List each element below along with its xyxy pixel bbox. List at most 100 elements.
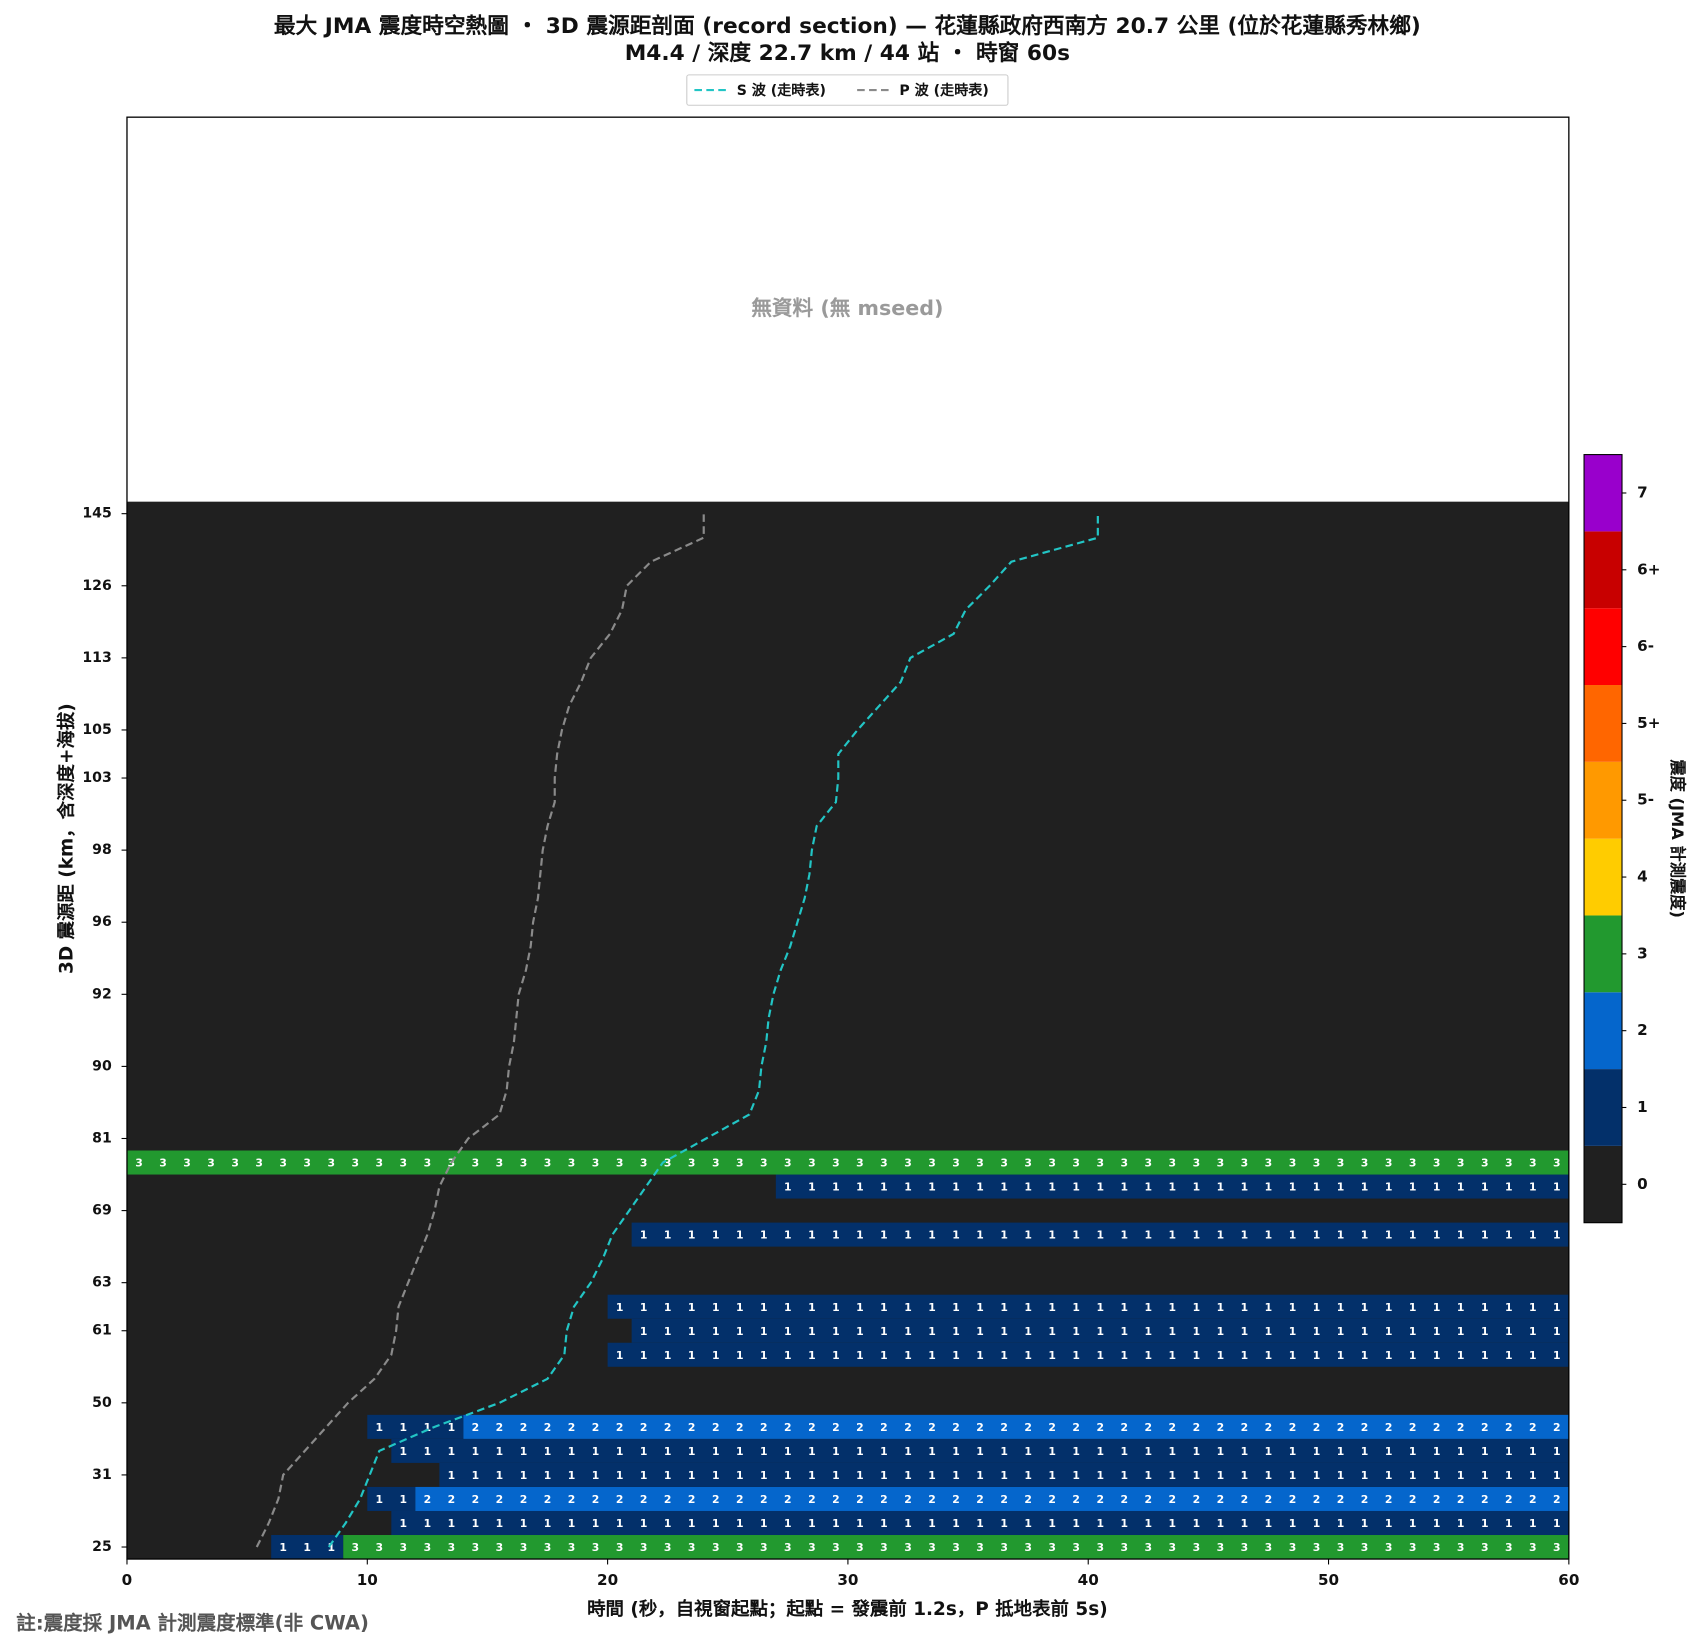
cell-label: 2 <box>496 1421 504 1434</box>
cell-label: 3 <box>279 1157 287 1170</box>
cell-label: 1 <box>928 1229 936 1242</box>
colorbar-tick-label: 0 <box>1637 1175 1648 1193</box>
cell-label: 1 <box>784 1181 792 1194</box>
cell-label: 3 <box>928 1157 936 1170</box>
cell-label: 2 <box>952 1493 960 1506</box>
cell-label: 1 <box>1169 1469 1177 1482</box>
cell-label: 1 <box>1505 1445 1513 1458</box>
cell-label: 2 <box>1096 1493 1104 1506</box>
cell-label: 1 <box>1024 1325 1032 1338</box>
cell-label: 1 <box>1361 1469 1369 1482</box>
cell-label: 3 <box>135 1157 143 1170</box>
cell-label: 1 <box>1217 1181 1225 1194</box>
cell-label: 1 <box>1241 1181 1249 1194</box>
cell-label: 1 <box>1313 1469 1321 1482</box>
cell-label: 1 <box>1553 1325 1561 1338</box>
cell-label: 1 <box>1289 1517 1297 1530</box>
cell-label: 3 <box>856 1541 864 1554</box>
cell-label: 1 <box>496 1469 504 1482</box>
heat-cell <box>391 1510 1569 1536</box>
cell-label: 1 <box>688 1349 696 1362</box>
cell-label: 3 <box>376 1541 384 1554</box>
cell-label: 3 <box>736 1541 744 1554</box>
cell-label: 1 <box>856 1181 864 1194</box>
cell-label: 3 <box>952 1541 960 1554</box>
cell-label: 1 <box>712 1229 720 1242</box>
cell-label: 3 <box>1481 1541 1489 1554</box>
cell-label: 1 <box>1193 1349 1201 1362</box>
cell-label: 2 <box>976 1493 984 1506</box>
cell-label: 1 <box>496 1517 504 1530</box>
cell-label: 1 <box>1505 1301 1513 1314</box>
cell-label: 1 <box>472 1517 480 1530</box>
colorbar-frame <box>1583 454 1623 1224</box>
cell-label: 2 <box>1337 1421 1345 1434</box>
cell-label: 2 <box>544 1493 552 1506</box>
cell-label: 3 <box>1409 1157 1417 1170</box>
cell-label: 3 <box>688 1157 696 1170</box>
colorbar-label: 震度 (JMA 計測震度) <box>1668 759 1687 918</box>
cell-label: 1 <box>1169 1517 1177 1530</box>
y-tick-label: 103 <box>82 770 111 786</box>
cell-label: 2 <box>1529 1421 1537 1434</box>
cell-label: 1 <box>1529 1181 1537 1194</box>
cell-label: 3 <box>592 1157 600 1170</box>
chart-subtitle: M4.4 / 深度 22.7 km / 44 站 ・ 時窗 60s <box>625 40 1070 66</box>
x-tick-label: 10 <box>357 1571 378 1589</box>
cell-label: 1 <box>1217 1517 1225 1530</box>
cell-label: 1 <box>976 1301 984 1314</box>
cell-label: 1 <box>736 1349 744 1362</box>
y-tick-label: 50 <box>92 1395 112 1411</box>
cell-label: 3 <box>568 1157 576 1170</box>
cell-label: 1 <box>688 1517 696 1530</box>
cell-label: 3 <box>760 1541 768 1554</box>
cell-label: 1 <box>1072 1517 1080 1530</box>
cell-label: 1 <box>1385 1325 1393 1338</box>
cell-label: 2 <box>592 1421 600 1434</box>
cell-label: 3 <box>1265 1541 1273 1554</box>
no-data-text: 無資料 (無 mseed) <box>751 296 943 320</box>
cell-label: 3 <box>712 1541 720 1554</box>
cell-label: 1 <box>1529 1445 1537 1458</box>
cell-label: 1 <box>688 1445 696 1458</box>
cell-label: 1 <box>832 1469 840 1482</box>
cell-label: 2 <box>1193 1421 1201 1434</box>
colorbar-tick-label: 5+ <box>1637 714 1660 732</box>
cell-label: 2 <box>928 1421 936 1434</box>
cell-label: 1 <box>1481 1469 1489 1482</box>
cell-label: 1 <box>1169 1445 1177 1458</box>
cell-label: 1 <box>1265 1517 1273 1530</box>
y-tick-label: 90 <box>92 1058 112 1074</box>
cell-label: 2 <box>1072 1421 1080 1434</box>
cell-label: 3 <box>1457 1157 1465 1170</box>
cell-label: 1 <box>1265 1469 1273 1482</box>
cell-label: 1 <box>1048 1517 1056 1530</box>
cell-label: 1 <box>1553 1445 1561 1458</box>
cell-label: 1 <box>856 1325 864 1338</box>
cell-label: 3 <box>520 1541 528 1554</box>
cell-label: 3 <box>1024 1157 1032 1170</box>
heat-cell <box>415 1486 1569 1511</box>
y-tick-label: 105 <box>82 722 111 738</box>
cell-label: 1 <box>1072 1325 1080 1338</box>
cell-label: 1 <box>400 1421 408 1434</box>
cell-label: 1 <box>1024 1181 1032 1194</box>
cell-label: 1 <box>1241 1445 1249 1458</box>
cell-label: 2 <box>664 1421 672 1434</box>
cell-label: 1 <box>592 1469 600 1482</box>
legend-label: S 波 (走時表) <box>737 82 826 99</box>
cell-label: 1 <box>1529 1517 1537 1530</box>
cell-label: 1 <box>1120 1325 1128 1338</box>
cell-label: 3 <box>1553 1157 1561 1170</box>
cell-label: 1 <box>1265 1325 1273 1338</box>
cell-label: 1 <box>1361 1349 1369 1362</box>
cell-label: 1 <box>736 1229 744 1242</box>
cell-label: 1 <box>616 1469 624 1482</box>
cell-label: 1 <box>976 1229 984 1242</box>
cell-label: 1 <box>904 1469 912 1482</box>
cell-label: 1 <box>1145 1517 1153 1530</box>
cell-label: 1 <box>664 1325 672 1338</box>
cell-label: 1 <box>736 1325 744 1338</box>
cell-label: 1 <box>664 1301 672 1314</box>
